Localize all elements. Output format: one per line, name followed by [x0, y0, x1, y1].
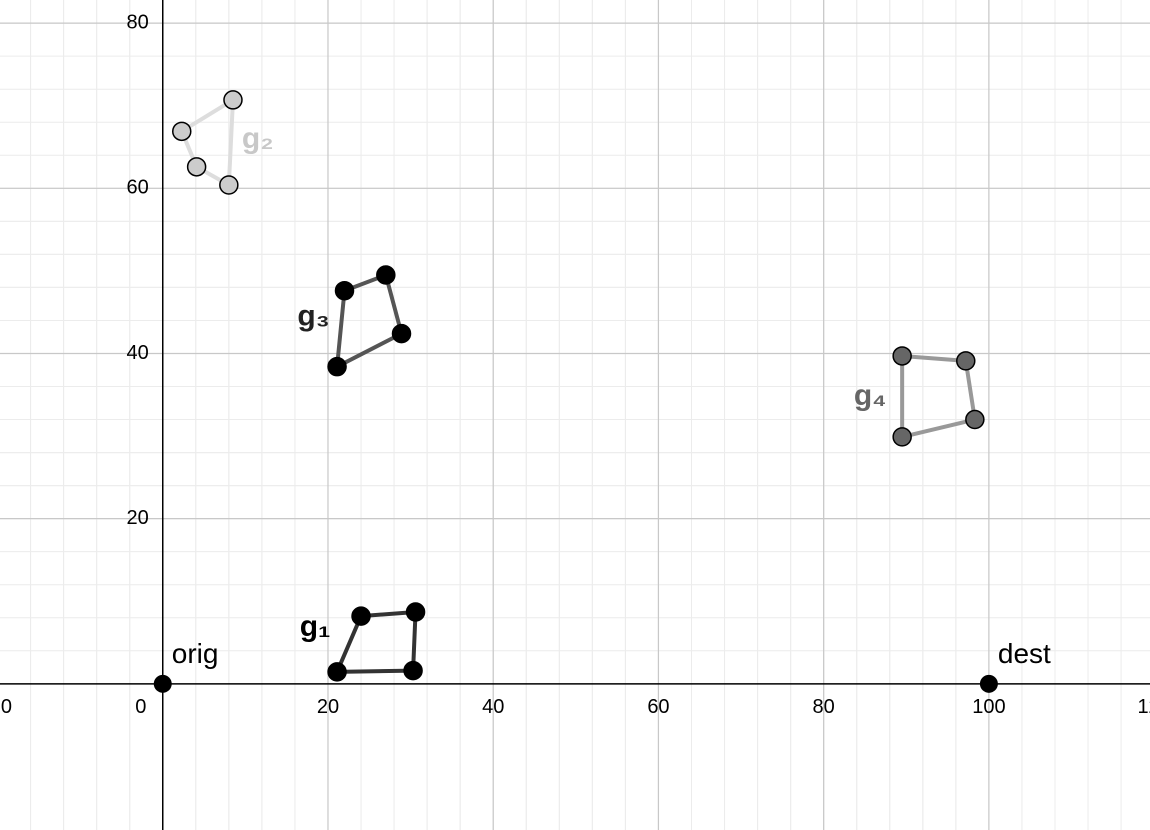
- vertex-point: [405, 602, 426, 622]
- vertex-point: [376, 265, 396, 285]
- x-tick-label: -20: [0, 696, 12, 718]
- series-label: g₄: [854, 379, 887, 412]
- series-label: g₃: [297, 300, 329, 333]
- vertex-point: [965, 409, 985, 430]
- point-label: orig: [172, 638, 219, 669]
- vertex-point: [327, 356, 347, 377]
- y-tick-label: 40: [127, 342, 149, 364]
- vertex-point: [219, 175, 239, 195]
- y-tick-label: 60: [127, 177, 149, 199]
- vertex-point: [351, 606, 371, 626]
- x-tick-label: 100: [972, 696, 1005, 718]
- x-tick-label: 120: [1137, 696, 1150, 718]
- x-tick-label: 40: [482, 696, 504, 718]
- vertex-point: [186, 157, 207, 177]
- x-tick-label: 20: [317, 696, 339, 718]
- labeled-point: [979, 674, 998, 693]
- x-tick-label: 0: [135, 696, 146, 718]
- y-tick-label: 20: [127, 507, 149, 529]
- x-tick-label: 60: [647, 696, 669, 718]
- vertex-point: [403, 660, 423, 681]
- point-label: dest: [998, 638, 1051, 669]
- vertex-point: [892, 427, 912, 447]
- vertex-point: [327, 662, 347, 682]
- vertex-point: [223, 90, 243, 110]
- vertex-point: [892, 346, 912, 366]
- x-tick-label: 80: [813, 696, 835, 718]
- series-label: g₂: [242, 122, 274, 155]
- vertex-point: [334, 280, 355, 301]
- labeled-point: [153, 674, 172, 693]
- polygon-edge: [335, 609, 418, 674]
- vertex-point: [172, 121, 192, 142]
- vertex-point: [956, 351, 976, 371]
- vertex-point: [391, 323, 412, 344]
- y-tick-label: 80: [127, 11, 149, 33]
- series-label: g₁: [300, 610, 331, 643]
